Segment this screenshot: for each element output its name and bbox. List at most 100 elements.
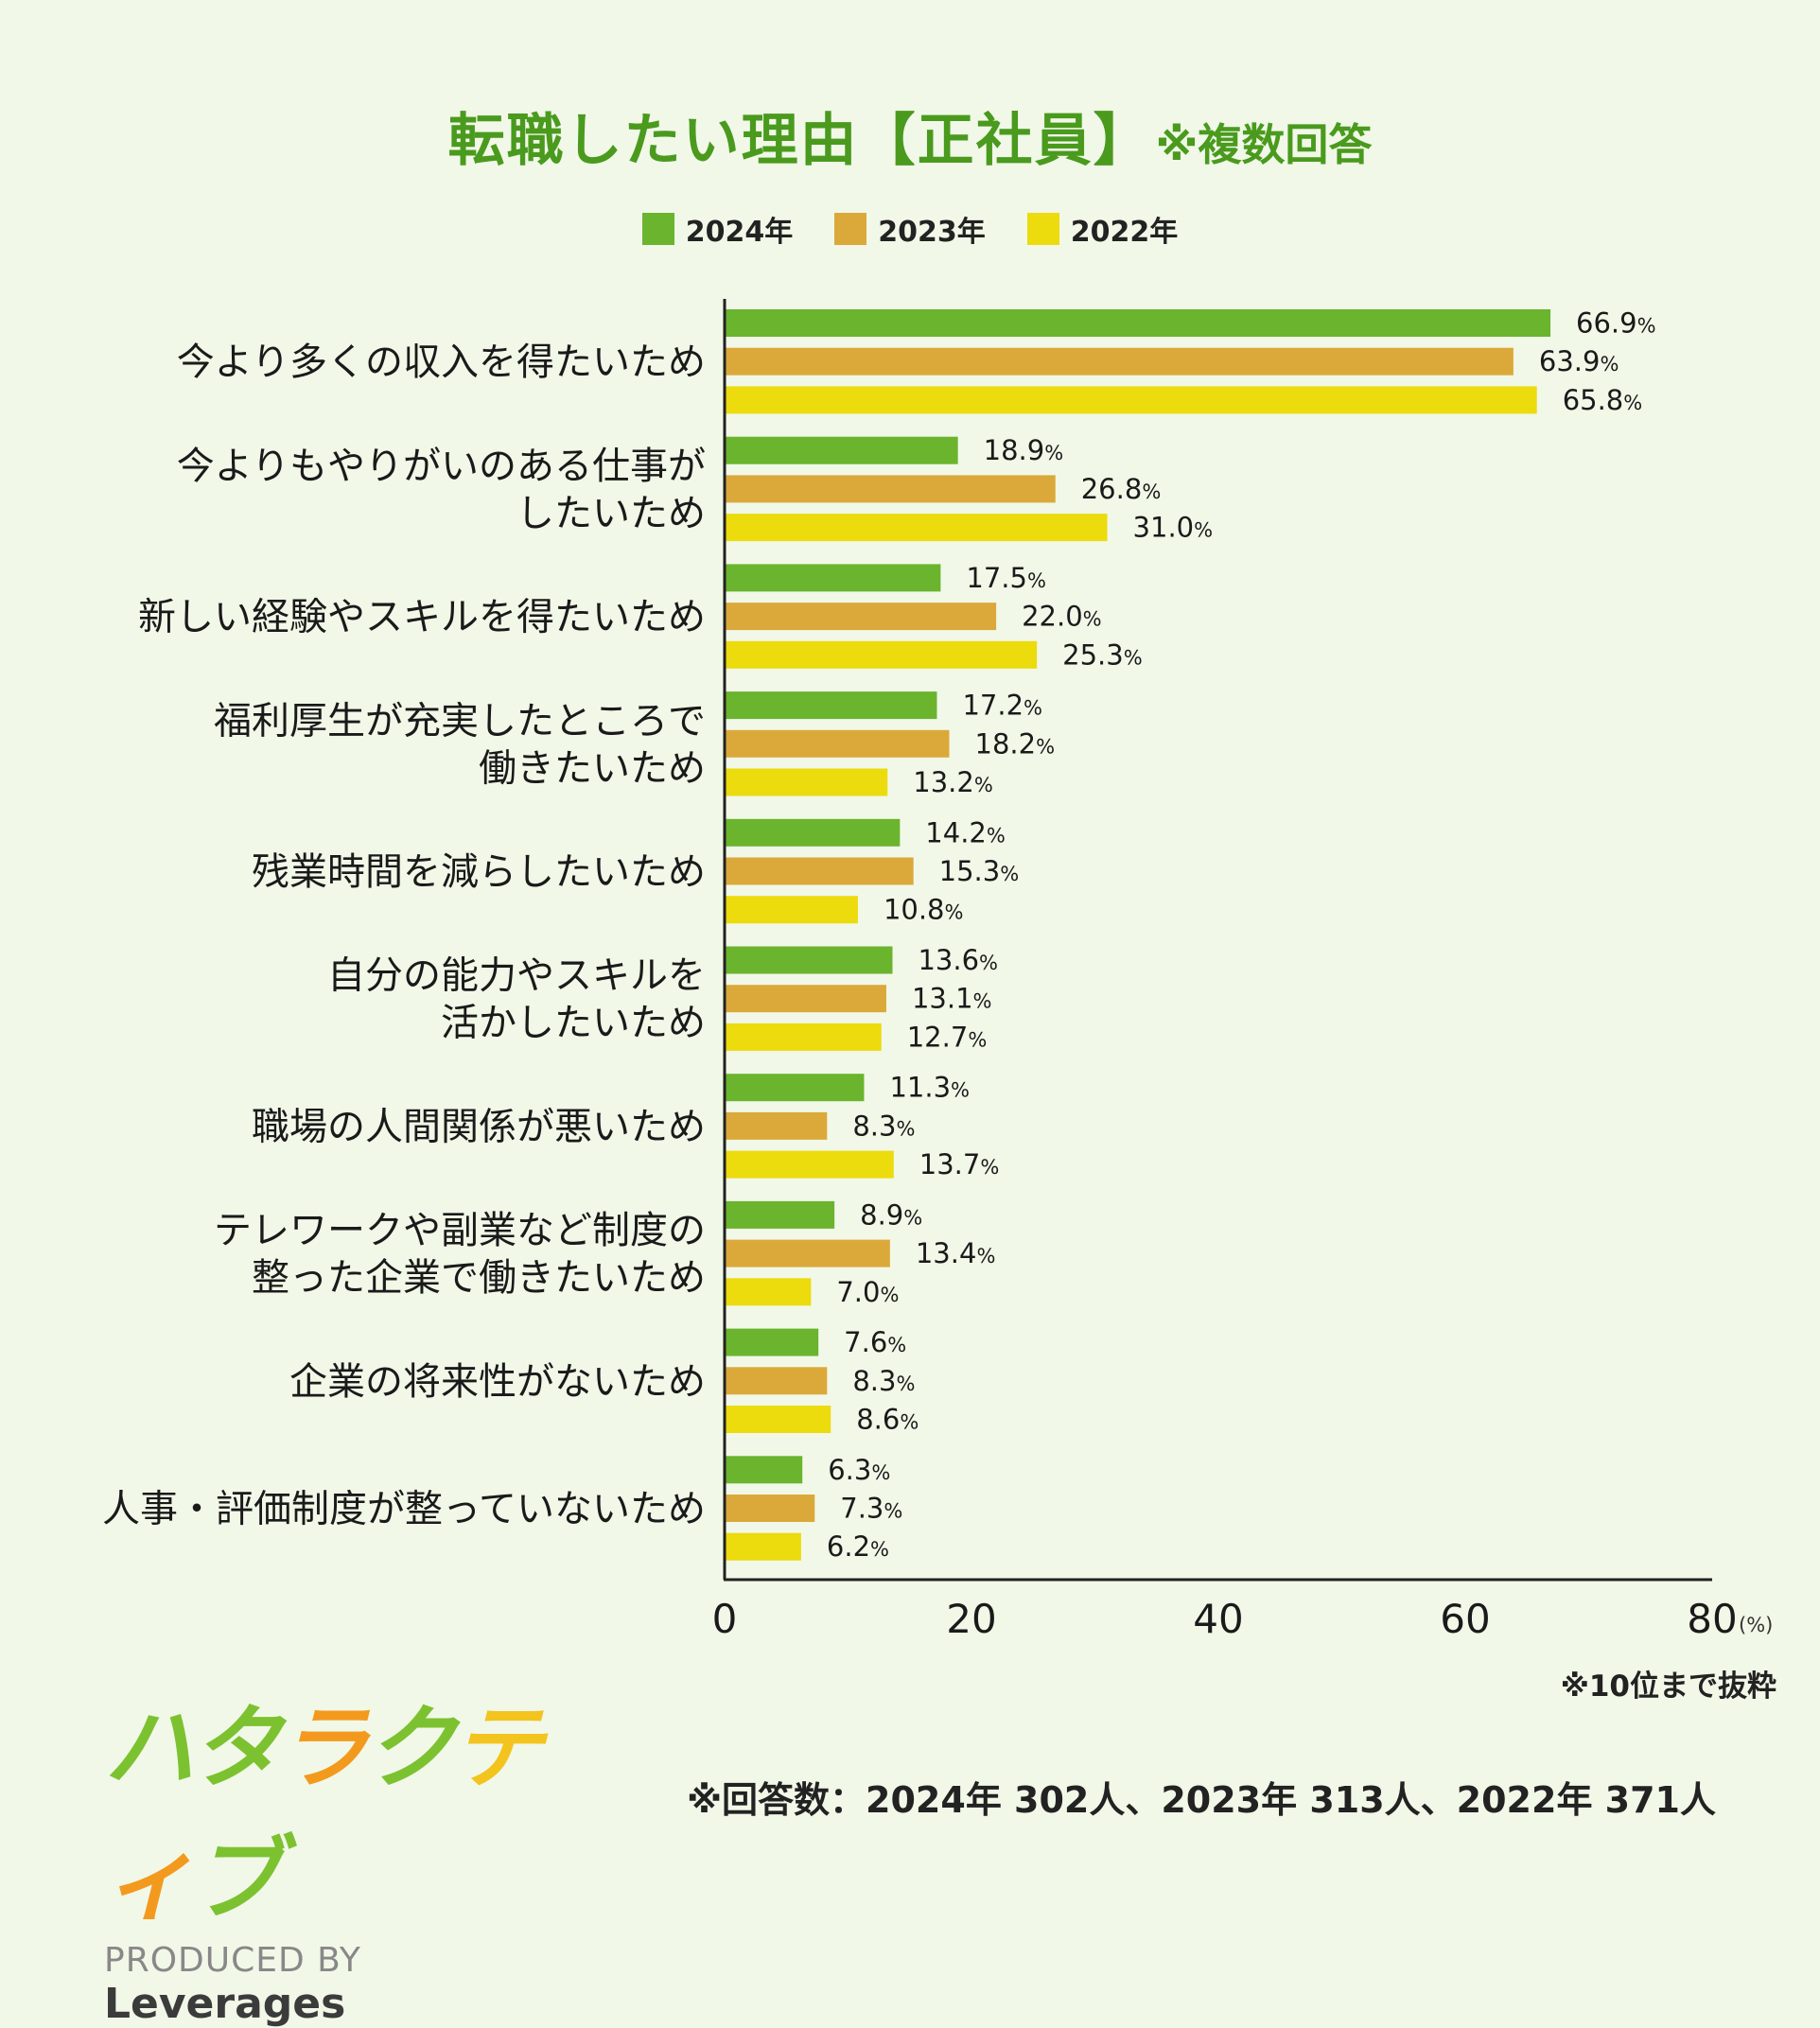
logo-produced-by: PRODUCED BY Leverages bbox=[104, 1941, 577, 2028]
category-label: 今よりもやりがいのある仕事が bbox=[177, 445, 706, 488]
category-label: 新しい経験やスキルを得たいため bbox=[138, 596, 706, 639]
bar bbox=[725, 1406, 831, 1433]
category-label: 整った企業で働きたいため bbox=[252, 1256, 706, 1300]
chart-title-note: ※複数回答 bbox=[1155, 119, 1373, 170]
category-label: 職場の人間関係が悪いため bbox=[252, 1105, 706, 1148]
bar bbox=[725, 896, 858, 924]
data-label: 13.1% bbox=[912, 983, 992, 1015]
data-label: 13.6% bbox=[918, 944, 998, 976]
chart-title: 転職したい理由【正社員】※複数回答 bbox=[0, 95, 1820, 177]
data-label: 13.7% bbox=[919, 1148, 1000, 1180]
note-top10: ※10位まで抜粋 bbox=[1560, 1670, 1776, 1704]
legend-item: 2023年 bbox=[834, 208, 986, 250]
bar bbox=[725, 475, 1056, 503]
bar bbox=[725, 1367, 828, 1395]
data-label: 17.5% bbox=[966, 562, 1046, 594]
x-tick-label: 40 bbox=[1193, 1596, 1243, 1642]
data-label: 7.0% bbox=[836, 1276, 899, 1308]
data-label: 65.8% bbox=[1563, 384, 1643, 416]
data-label: 13.4% bbox=[916, 1237, 996, 1269]
logo-mark: ハタラクティブ bbox=[104, 1674, 577, 1937]
bar bbox=[725, 857, 914, 885]
category-label: 残業時間を減らしたいため bbox=[252, 850, 706, 894]
bar bbox=[725, 1200, 835, 1229]
category-label: 福利厚生が充実したところで bbox=[214, 699, 706, 743]
bar bbox=[725, 514, 1108, 542]
data-label: 6.3% bbox=[828, 1454, 890, 1486]
bar bbox=[725, 1532, 801, 1561]
category-label: 人事・評価制度が整っていないため bbox=[102, 1488, 706, 1531]
data-label: 63.9% bbox=[1539, 345, 1619, 377]
data-label: 8.3% bbox=[852, 1110, 915, 1142]
data-label: 18.9% bbox=[984, 434, 1064, 466]
category-label: 企業の将来性がないため bbox=[289, 1360, 706, 1404]
data-label: 14.2% bbox=[925, 816, 1006, 848]
data-label: 6.2% bbox=[827, 1530, 889, 1563]
logo-mark-part: ハタ bbox=[104, 1695, 282, 1801]
data-label: 12.7% bbox=[907, 1021, 988, 1053]
data-label: 13.2% bbox=[913, 766, 993, 798]
produced-by-text: PRODUCED BY bbox=[104, 1941, 361, 1980]
bar bbox=[725, 729, 950, 758]
bar bbox=[725, 640, 1038, 669]
bar bbox=[725, 564, 941, 592]
legend-item: 2022年 bbox=[1026, 208, 1179, 250]
chart-title-main: 転職したい理由【正社員】 bbox=[447, 108, 1152, 174]
bar bbox=[725, 1023, 882, 1051]
bar bbox=[725, 603, 997, 631]
data-label: 11.3% bbox=[889, 1072, 970, 1104]
data-label: 8.9% bbox=[860, 1198, 922, 1231]
x-tick-label: 60 bbox=[1440, 1596, 1490, 1642]
category-label: 今より多くの収入を得たいため bbox=[177, 341, 706, 384]
bar bbox=[725, 946, 893, 974]
data-label: 22.0% bbox=[1022, 601, 1102, 633]
category-label: 活かしたいため bbox=[441, 1002, 706, 1045]
legend-swatch bbox=[641, 213, 674, 245]
bar bbox=[725, 1150, 894, 1179]
logo-mark-part: ク bbox=[365, 1695, 456, 1801]
data-label: 15.3% bbox=[939, 855, 1020, 887]
x-axis-unit: (%) bbox=[1739, 1614, 1774, 1636]
logo-mark-part: テ bbox=[452, 1695, 537, 1801]
data-label: 7.6% bbox=[844, 1326, 906, 1358]
data-label: 10.8% bbox=[884, 894, 964, 926]
category-label: 自分の能力やスキルを bbox=[327, 954, 706, 998]
chart-legend: 2024年 2023年 2022年 bbox=[0, 208, 1820, 250]
legend-label: 2023年 bbox=[878, 216, 986, 249]
legend-swatch bbox=[1026, 213, 1059, 245]
bar bbox=[725, 1239, 890, 1268]
bar bbox=[725, 1278, 812, 1306]
legend-item: 2024年 bbox=[641, 208, 794, 250]
hataractive-logo: ハタラクティブ PRODUCED BY Leverages bbox=[104, 1674, 577, 2028]
data-label: 17.2% bbox=[962, 690, 1042, 722]
x-tick-label: 80 bbox=[1687, 1596, 1737, 1642]
logo-mark-part: ィ bbox=[104, 1827, 195, 1932]
bar bbox=[725, 768, 888, 796]
bar bbox=[725, 1328, 819, 1356]
legend-label: 2024年 bbox=[685, 216, 794, 249]
legend-label: 2022年 bbox=[1070, 216, 1179, 249]
category-label: 働きたいため bbox=[479, 746, 706, 790]
x-tick-label: 20 bbox=[946, 1596, 996, 1642]
data-label: 25.3% bbox=[1062, 638, 1143, 671]
bar bbox=[725, 818, 901, 847]
bar bbox=[725, 1495, 815, 1522]
data-label: 66.9% bbox=[1576, 307, 1656, 340]
bar bbox=[725, 347, 1514, 376]
leverages-brand: Leverages bbox=[104, 1980, 346, 2028]
bar bbox=[725, 386, 1537, 414]
logo-mark-part: ラ bbox=[278, 1695, 369, 1801]
bar bbox=[725, 1456, 803, 1484]
legend-swatch bbox=[834, 213, 867, 245]
bar bbox=[725, 985, 886, 1013]
data-label: 26.8% bbox=[1081, 473, 1162, 505]
category-label: したいため bbox=[516, 492, 706, 535]
data-label: 18.2% bbox=[975, 727, 1056, 760]
bar bbox=[725, 436, 958, 464]
logo-mark-part: ブ bbox=[191, 1827, 282, 1932]
bar bbox=[725, 1111, 828, 1140]
x-tick-label: 0 bbox=[712, 1596, 738, 1642]
bar bbox=[725, 1074, 865, 1102]
bar-chart: 66.9% 63.9% 65.8% 今より多くの収入を得たいため 18.9% 26.8% 3… bbox=[102, 299, 1738, 1642]
bar bbox=[725, 691, 937, 720]
